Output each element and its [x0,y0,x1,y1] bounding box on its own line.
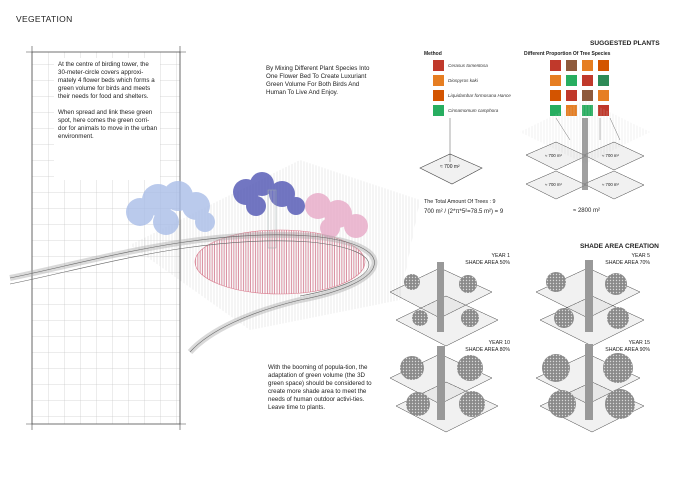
shade-diagram-year10 [389,346,499,433]
quad-area: ≈ 700 m² [602,182,619,187]
bottom-text-backing [266,360,376,426]
method-swatches [433,60,444,116]
shade-percent: SHADE AREA 50% [465,260,510,266]
plant-name: Cerasus tomentosa [448,63,488,68]
method-plot [419,118,483,185]
method-label: Method [424,51,442,57]
year-label: YEAR 1 [491,253,510,259]
shade-heading: SHADE AREA CREATION [580,243,659,250]
shade-diagram-year5 [535,260,645,347]
shade-percent: SHADE AREA 70% [605,260,650,266]
quad-area: ≈ 700 m² [602,153,619,158]
suggested-plants-heading: SUGGESTED PLANTS [590,40,660,47]
total-area: ≈ 2800 m² [573,208,600,214]
single-plot-area: ≈ 700 m² [440,164,460,170]
quad-area: ≈ 700 m² [545,153,562,158]
plant-name: Liquidambar formosana Hance [448,93,511,98]
intro-text-backing [54,58,160,180]
shade-diagram-year15 [535,344,645,433]
central-axonometric [9,160,420,355]
quad-area: ≈ 700 m² [545,182,562,187]
year-label: YEAR 5 [631,253,650,259]
mixing-text: By Mixing Different Plant Species Into O… [266,65,370,96]
tree-formula: 700 m² / (2*π*5²=78.5 m²) = 9 [424,209,504,215]
plant-name: Cinnamomum camphora [448,108,499,113]
shade-percent: SHADE AREA 90% [605,347,650,353]
page-title: VEGETATION [16,14,73,24]
shade-percent: SHADE AREA 80% [465,347,510,353]
bottom-text: With the booming of popula-tion, the ada… [268,364,372,411]
species-label: Different Proportion Of Tree Species [524,51,611,57]
intro-text: At the centre of birding tower, the 30-m… [58,61,158,140]
year-label: YEAR 15 [628,340,650,346]
year-label: YEAR 10 [488,340,510,346]
shade-diagram-year1 [389,262,499,347]
species-quad-plot [520,100,650,200]
total-trees: The Total Amount Of Trees : 9 [424,199,496,205]
plant-name: Diospyros kaki [448,78,478,83]
